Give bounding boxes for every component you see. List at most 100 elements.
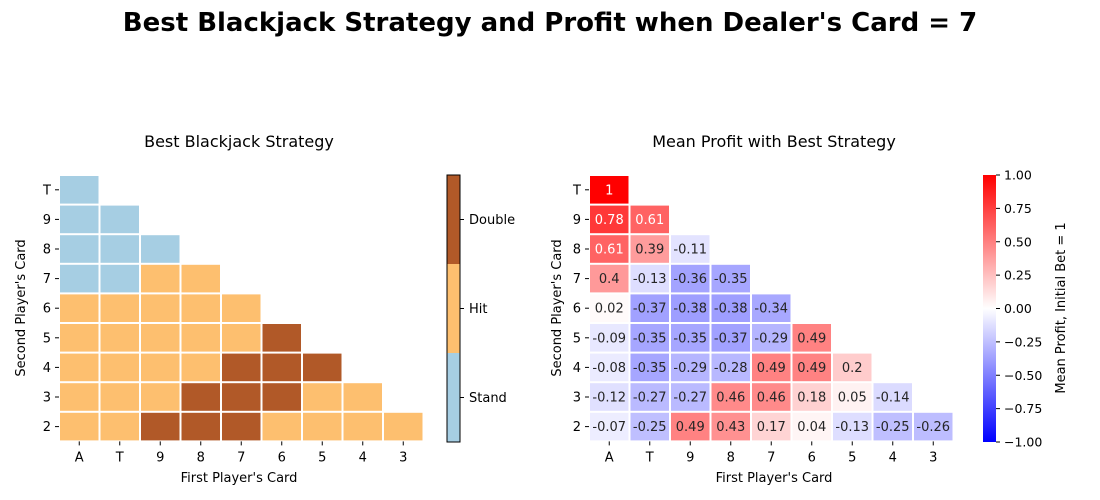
strategy-x-axis-label: First Player's Card xyxy=(181,471,298,486)
profit-cell-value: -0.35 xyxy=(633,361,667,376)
y-tick-label: 3 xyxy=(43,391,51,406)
profit-cell xyxy=(752,294,791,322)
strategy-cell xyxy=(60,205,99,234)
colorbar-frame xyxy=(446,174,461,443)
colorbar-label: Hit xyxy=(469,302,487,317)
strategy-cell xyxy=(60,235,99,263)
strategy-cell xyxy=(262,353,301,382)
profit-cell-value: 0.43 xyxy=(716,420,745,435)
profit-cell xyxy=(914,412,953,441)
profit-cell xyxy=(752,412,791,441)
profit-cell xyxy=(590,235,629,263)
profit-cell-value: 0.4 xyxy=(599,272,620,287)
profit-cell xyxy=(630,205,669,234)
x-tick-label: A xyxy=(605,450,614,465)
profit-cell-value: 0.46 xyxy=(716,391,745,406)
profit-cell xyxy=(752,324,791,352)
profit-cell xyxy=(792,324,831,352)
y-tick-label: 4 xyxy=(43,361,51,376)
profit-cell xyxy=(792,353,831,382)
y-tick-label: T xyxy=(42,183,51,198)
profit-cell xyxy=(590,383,629,411)
colorbar-label: Stand xyxy=(469,391,507,406)
profit-cell xyxy=(630,235,669,263)
strategy-cell xyxy=(100,412,139,441)
strategy-y-ticks: T 9 8 7 6 5 4 3 2 xyxy=(42,183,59,435)
strategy-cell xyxy=(262,324,301,352)
profit-cell-value: 0.17 xyxy=(757,420,786,435)
strategy-cell xyxy=(100,205,139,234)
y-tick-label: 9 xyxy=(43,213,51,228)
strategy-cell xyxy=(384,412,423,441)
strategy-cell xyxy=(181,383,220,411)
profit-cell xyxy=(711,324,750,352)
strategy-cell xyxy=(60,353,99,382)
profit-cell xyxy=(630,294,669,322)
strategy-cell xyxy=(222,294,261,322)
profit-cell xyxy=(671,324,710,352)
strategy-y-axis-label: Second Player's Card xyxy=(14,239,29,376)
y-tick-label: 6 xyxy=(43,302,51,317)
x-tick-label: 5 xyxy=(848,450,856,465)
x-tick-label: 8 xyxy=(727,450,735,465)
x-tick-label: 3 xyxy=(929,450,937,465)
profit-cells: 1 0.78 0.61 0.61 0.39 -0.11 0.4 -0.13 -0.36 -0.35… xyxy=(590,176,953,441)
colorbar-segment xyxy=(447,264,460,353)
strategy-cell xyxy=(181,294,220,322)
profit-cell xyxy=(833,353,872,382)
strategy-cell xyxy=(141,235,180,263)
strategy-cell xyxy=(303,412,342,441)
strategy-cell xyxy=(100,264,139,293)
strategy-cell xyxy=(141,383,180,411)
profit-cell-value: -0.25 xyxy=(876,420,910,435)
colorbar-tick-label: 0.00 xyxy=(1004,301,1032,316)
y-tick-label: 2 xyxy=(43,420,51,435)
profit-cell-value: -0.27 xyxy=(673,391,707,406)
profit-cell xyxy=(630,324,669,352)
strategy-heatmap-panel: Best Blackjack Strategy First Player's C… xyxy=(14,132,515,486)
strategy-cell xyxy=(262,383,301,411)
strategy-cell xyxy=(60,294,99,322)
x-tick-label: 6 xyxy=(278,450,286,465)
profit-cell-value: 1 xyxy=(605,183,613,198)
y-tick-label: T xyxy=(572,183,581,198)
colorbar-tick-label: −0.50 xyxy=(1004,368,1042,383)
profit-cell xyxy=(711,294,750,322)
strategy-cell xyxy=(343,383,382,411)
strategy-cell xyxy=(303,383,342,411)
x-tick-label: T xyxy=(115,450,124,465)
x-tick-label: 4 xyxy=(889,450,897,465)
profit-cell-value: -0.11 xyxy=(673,243,707,258)
profit-cell-value: -0.38 xyxy=(673,302,707,317)
strategy-cell xyxy=(141,264,180,293)
profit-x-ticks: A T 9 8 7 6 5 4 3 xyxy=(605,441,937,465)
profit-cell-value: -0.29 xyxy=(673,361,707,376)
colorbar-tick-label: 1.00 xyxy=(1004,168,1032,183)
profit-cell xyxy=(590,324,629,352)
strategy-cell xyxy=(141,294,180,322)
y-tick-label: 9 xyxy=(573,213,581,228)
profit-cell-value: 0.49 xyxy=(757,361,786,376)
profit-cell-value: 0.18 xyxy=(797,391,826,406)
profit-cell xyxy=(671,412,710,441)
colorbar-segment xyxy=(447,175,460,264)
profit-cell-value: -0.37 xyxy=(633,302,667,317)
profit-cell xyxy=(711,412,750,441)
profit-cell-value: -0.35 xyxy=(633,331,667,346)
x-tick-label: 3 xyxy=(399,450,407,465)
profit-cell-value: -0.34 xyxy=(754,302,788,317)
profit-cell xyxy=(671,353,710,382)
strategy-x-ticks: A T 9 8 7 6 5 4 3 xyxy=(75,441,407,465)
strategy-cell xyxy=(141,324,180,352)
strategy-cell xyxy=(222,412,261,441)
colorbar-gradient xyxy=(983,175,996,442)
strategy-cell xyxy=(100,383,139,411)
strategy-cell xyxy=(222,324,261,352)
profit-cell-value: -0.36 xyxy=(673,272,707,287)
strategy-cell xyxy=(100,353,139,382)
strategy-cell xyxy=(181,353,220,382)
y-tick-label: 8 xyxy=(573,243,581,258)
profit-cell-value: 0.78 xyxy=(595,213,624,228)
x-tick-label: 8 xyxy=(197,450,205,465)
strategy-cell xyxy=(100,235,139,263)
